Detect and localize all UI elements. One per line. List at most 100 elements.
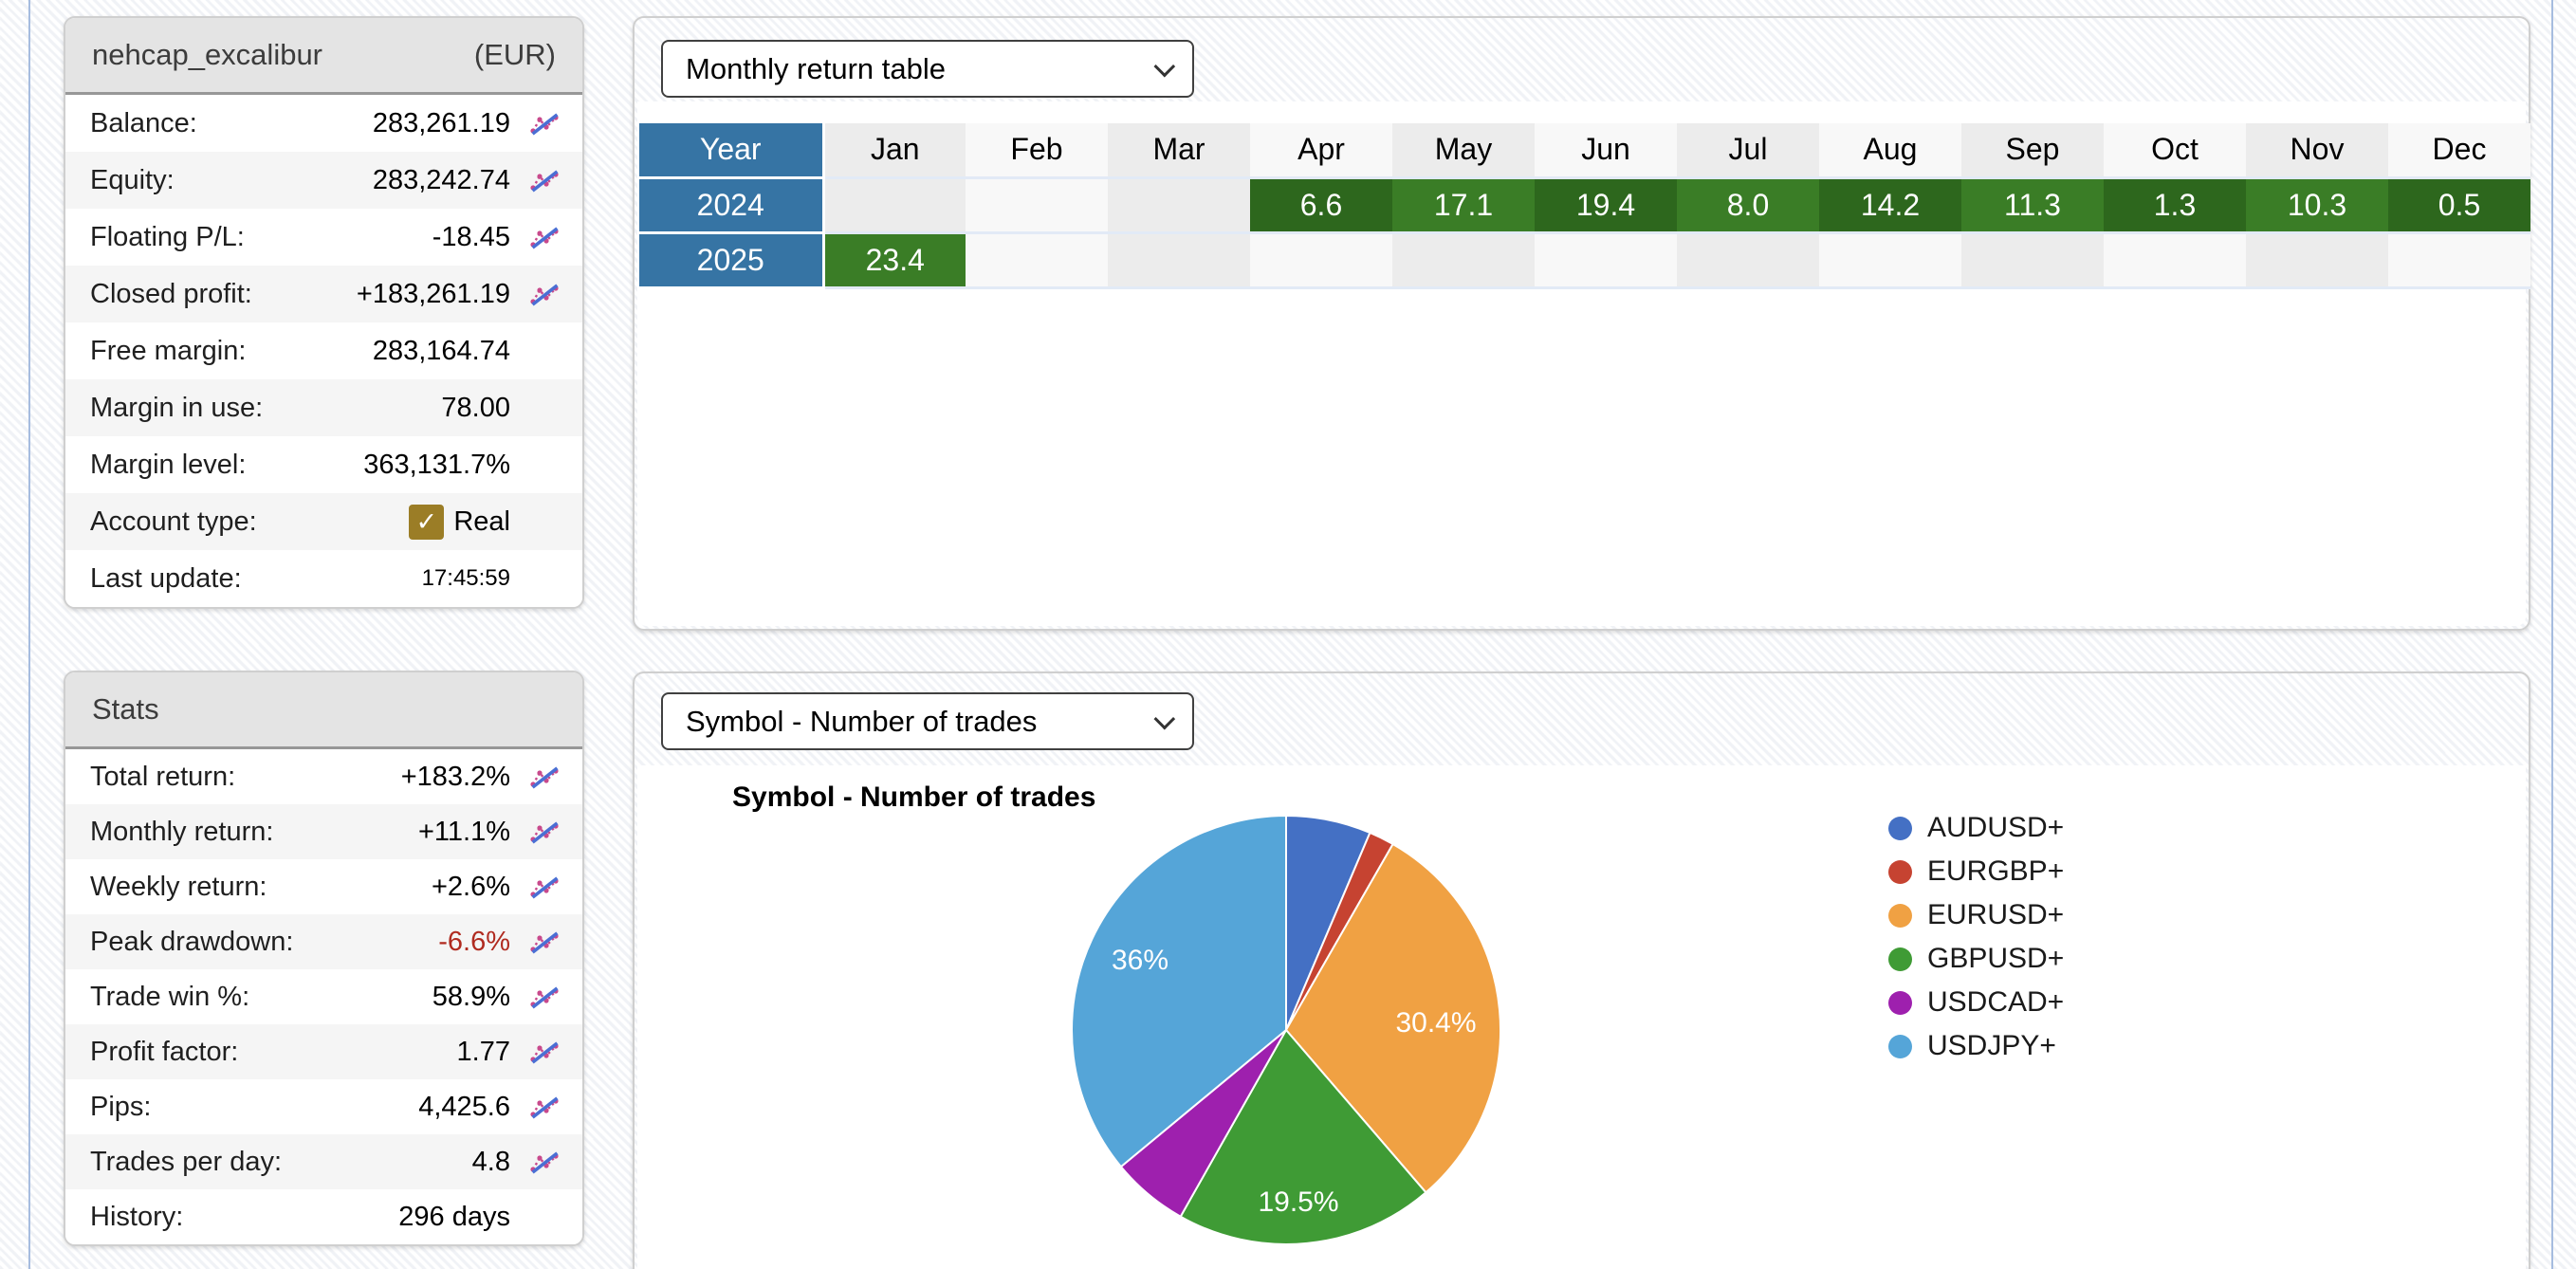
- pie-label-usdjpy: 36%: [1111, 945, 1169, 976]
- month-cell: [2246, 232, 2388, 289]
- month-header: Jun: [1535, 123, 1677, 179]
- year-cell: 2024: [639, 177, 825, 234]
- account-row: Floating P/L: -18.45: [65, 209, 582, 266]
- stats-row: Trades per day: 4.8: [65, 1134, 582, 1189]
- month-header: Feb: [966, 123, 1108, 179]
- pie-slice-eurusd[interactable]: [1284, 842, 1502, 1194]
- sparkline-chart-icon[interactable]: [529, 874, 560, 900]
- real-checkbox[interactable]: ✓: [409, 504, 445, 540]
- monthly-view-dropdown[interactable]: Monthly return table: [661, 40, 1194, 98]
- legend-label: AUDUSD+: [1927, 812, 2065, 843]
- month-cell: [1108, 177, 1250, 234]
- legend-item-eurgbp: EURGBP+: [1888, 850, 2064, 893]
- icon-slot: [529, 764, 560, 790]
- sparkline-chart-icon[interactable]: [529, 168, 560, 193]
- month-cell: [1677, 232, 1819, 289]
- symbol-pie-chart: [1070, 814, 1502, 1246]
- account-row: Equity: 283,242.74: [65, 152, 582, 209]
- stats-row: Monthly return: +11.1%: [65, 804, 582, 859]
- icon-slot: [529, 1149, 560, 1175]
- month-header: Jan: [823, 123, 966, 179]
- account-rows: Balance: 283,261.19 Equity: 283,242.74 Flo…: [65, 95, 582, 607]
- icon-slot: [529, 929, 560, 955]
- legend-color-dot: [1888, 859, 1912, 884]
- month-header: Mar: [1108, 123, 1250, 179]
- row-value: +183.2%: [400, 761, 510, 792]
- month-cell: 8.0: [1677, 177, 1819, 234]
- page-right-divider: [2551, 0, 2553, 1269]
- row-value: -18.45: [432, 221, 510, 252]
- row-value: 363,131.7%: [363, 449, 510, 480]
- month-cell: [1250, 232, 1392, 289]
- month-header: Aug: [1819, 123, 1961, 179]
- row-value: +183,261.19: [356, 278, 510, 309]
- month-cell: 0.5: [2388, 177, 2530, 234]
- legend-item-audusd: AUDUSD+: [1888, 806, 2064, 850]
- pie-label-gbpusd: 19.5%: [1258, 1186, 1339, 1218]
- row-value: 78.00: [441, 392, 510, 423]
- sparkline-chart-icon[interactable]: [529, 984, 560, 1010]
- legend-color-dot: [1888, 816, 1912, 840]
- account-row: Margin in use: 78.00: [65, 379, 582, 436]
- account-row: Margin level: 363,131.7%: [65, 436, 582, 493]
- pie-slice-gbpusd[interactable]: [1179, 1028, 1427, 1245]
- sparkline-chart-icon[interactable]: [529, 1149, 560, 1175]
- sparkline-chart-icon[interactable]: [529, 1094, 560, 1120]
- monthly-return-table: Year Jan Feb Mar Apr May Jun Jul Aug Sep…: [639, 123, 2530, 289]
- legend-color-dot: [1888, 1034, 1912, 1058]
- row-value: 17:45:59: [421, 565, 510, 591]
- month-cell: [823, 177, 966, 234]
- sparkline-chart-icon[interactable]: [529, 1039, 560, 1065]
- month-cell: 6.6: [1250, 177, 1392, 234]
- year-cell: 2025: [639, 232, 825, 289]
- month-header: Sep: [1961, 123, 2104, 179]
- row-label: Total return:: [90, 761, 236, 792]
- icon-slot: [529, 984, 560, 1010]
- monthly-row-2024: 2024 6.6 17.1 19.4 8.0 14.2 11.3 1.3 10.3 0.5: [639, 177, 2530, 234]
- month-cell: [966, 177, 1108, 234]
- stats-row: History: 296 days: [65, 1189, 582, 1244]
- pie-legend: AUDUSD+ EURGBP+ EURUSD+ GBPUSD+ USDCAD+ USDJP…: [1888, 806, 2064, 1068]
- month-header: Dec: [2388, 123, 2530, 179]
- row-label: Trades per day:: [90, 1146, 283, 1177]
- sparkline-chart-icon[interactable]: [529, 929, 560, 955]
- sparkline-chart-icon[interactable]: [529, 225, 560, 250]
- account-row: Account type: ✓ Real: [65, 493, 582, 550]
- sparkline-chart-icon[interactable]: [529, 764, 560, 790]
- month-header: Nov: [2246, 123, 2388, 179]
- stats-title: Stats: [92, 692, 159, 726]
- row-value: 1.77: [456, 1036, 510, 1067]
- month-header: Jul: [1677, 123, 1819, 179]
- row-value: 283,164.74: [372, 335, 510, 366]
- sparkline-chart-icon[interactable]: [529, 819, 560, 845]
- icon-slot: [529, 225, 560, 250]
- row-value: 283,261.19: [372, 107, 510, 138]
- row-value: +2.6%: [431, 871, 510, 902]
- row-label: Last update:: [90, 562, 242, 594]
- month-cell: [2104, 232, 2246, 289]
- account-name: nehcap_excalibur: [92, 38, 323, 71]
- row-label: Trade win %:: [90, 981, 250, 1012]
- month-cell: [2388, 232, 2530, 289]
- chevron-down-icon: [1153, 55, 1176, 77]
- row-value: 4,425.6: [418, 1091, 510, 1122]
- symbol-view-dropdown[interactable]: Symbol - Number of trades: [661, 692, 1194, 750]
- pie-slice-usdjpy[interactable]: [1071, 814, 1287, 1168]
- legend-color-dot: [1888, 903, 1912, 928]
- row-label: Closed profit:: [90, 278, 252, 309]
- row-value: 58.9%: [432, 981, 510, 1012]
- pie-label-eurusd: 30.4%: [1395, 1007, 1477, 1039]
- legend-label: EURGBP+: [1927, 855, 2065, 887]
- stats-panel-header: Stats: [65, 672, 582, 749]
- row-label: Free margin:: [90, 335, 247, 366]
- icon-slot: [529, 819, 560, 845]
- stats-row: Weekly return: +2.6%: [65, 859, 582, 914]
- row-value: Real: [453, 506, 510, 537]
- sparkline-chart-icon[interactable]: [529, 282, 560, 307]
- row-value: -6.6%: [438, 926, 510, 957]
- row-label: Monthly return:: [90, 816, 274, 847]
- sparkline-chart-icon[interactable]: [529, 111, 560, 137]
- account-row: Closed profit: +183,261.19: [65, 266, 582, 322]
- symbol-view-dropdown-value: Symbol - Number of trades: [686, 704, 1038, 738]
- month-header: Apr: [1250, 123, 1392, 179]
